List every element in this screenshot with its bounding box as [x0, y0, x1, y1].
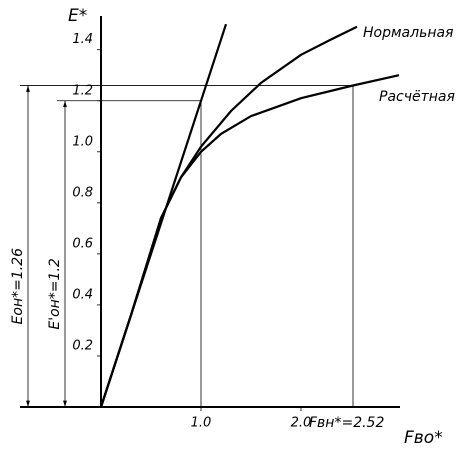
y-tick-label: 0.2 [72, 338, 93, 353]
reference-y-label: Eон*=1.26 [10, 248, 26, 325]
y-tick-label: 1.2 [72, 83, 93, 98]
y-axis-label: E* [68, 6, 87, 26]
x-tick-label: 2.0 [291, 416, 312, 431]
y-tick-label: 0.4 [72, 287, 93, 302]
y-tick-label: 0.6 [72, 236, 93, 251]
y-tick-label: 1.4 [72, 32, 93, 47]
y-tick-label: 0.8 [72, 185, 93, 200]
y-tick-label: 1.0 [72, 134, 93, 149]
series-label: Нормальная [363, 25, 453, 41]
curve [99, 25, 358, 408]
x-axis-label: Fво* [404, 428, 443, 448]
reference-x-label: Fвн*=2.52 [309, 415, 384, 431]
x-tick-label: 1.0 [191, 416, 212, 431]
series-label: Расчётная [379, 89, 455, 105]
curve [99, 74, 400, 408]
reference-y-label: E'он*=1.2 [47, 258, 63, 330]
